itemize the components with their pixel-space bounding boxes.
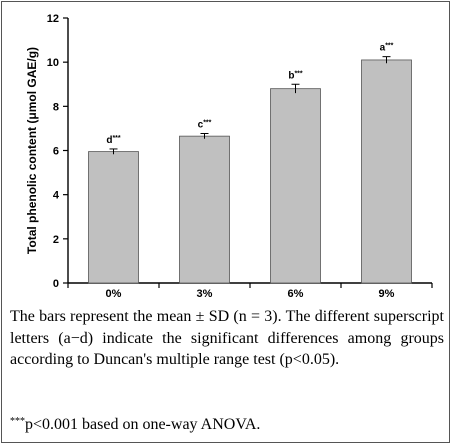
- x-axis: 0% 3% 6% 9%: [67, 282, 433, 300]
- y-tick-label: 6: [53, 146, 59, 158]
- y-tick-label: 12: [47, 13, 59, 25]
- x-ticks: 0% 3% 6% 9%: [67, 283, 433, 300]
- y-tick-label: 4: [53, 190, 60, 202]
- bar-chart: 0 2 4 6 8 10 12 0% 3% 6% 9% d*** c*** b*** a*** Tota…: [25, 13, 433, 300]
- bar: [270, 88, 321, 284]
- x-tick-label: 6%: [288, 288, 304, 300]
- data-label: d***: [106, 135, 121, 146]
- figure-caption: The bars represent the mean ± SD (n = 3)…: [10, 306, 444, 371]
- data-label: c***: [198, 119, 212, 130]
- data-label: b***: [288, 70, 303, 81]
- x-tick-label: 9%: [379, 288, 395, 300]
- bar: [179, 135, 230, 284]
- y-ticks: 0 2 4 6 8 10 12: [47, 13, 68, 290]
- footnote-text: p<0.001 based on one-way ANOVA.: [25, 416, 261, 433]
- x-tick-label: 0%: [106, 288, 122, 300]
- bar: [88, 151, 139, 284]
- y-axis-label: Total phenolic content (μmol GAE/g): [25, 47, 39, 254]
- y-tick-label: 8: [53, 101, 59, 113]
- y-axis: 0 2 4 6 8 10 12: [47, 13, 69, 290]
- y-tick-label: 0: [53, 278, 59, 290]
- caption-text: The bars represent the mean ± SD (n = 3)…: [10, 308, 444, 368]
- bars: d*** c*** b*** a***: [88, 43, 412, 284]
- footnote-marker: ***: [10, 416, 25, 427]
- y-tick-label: 10: [47, 57, 59, 69]
- x-tick-label: 3%: [197, 288, 213, 300]
- figure-footnote: ***p<0.001 based on one-way ANOVA.: [10, 414, 444, 435]
- bar: [361, 59, 412, 284]
- data-label: a***: [380, 43, 394, 54]
- y-tick-label: 2: [53, 234, 59, 246]
